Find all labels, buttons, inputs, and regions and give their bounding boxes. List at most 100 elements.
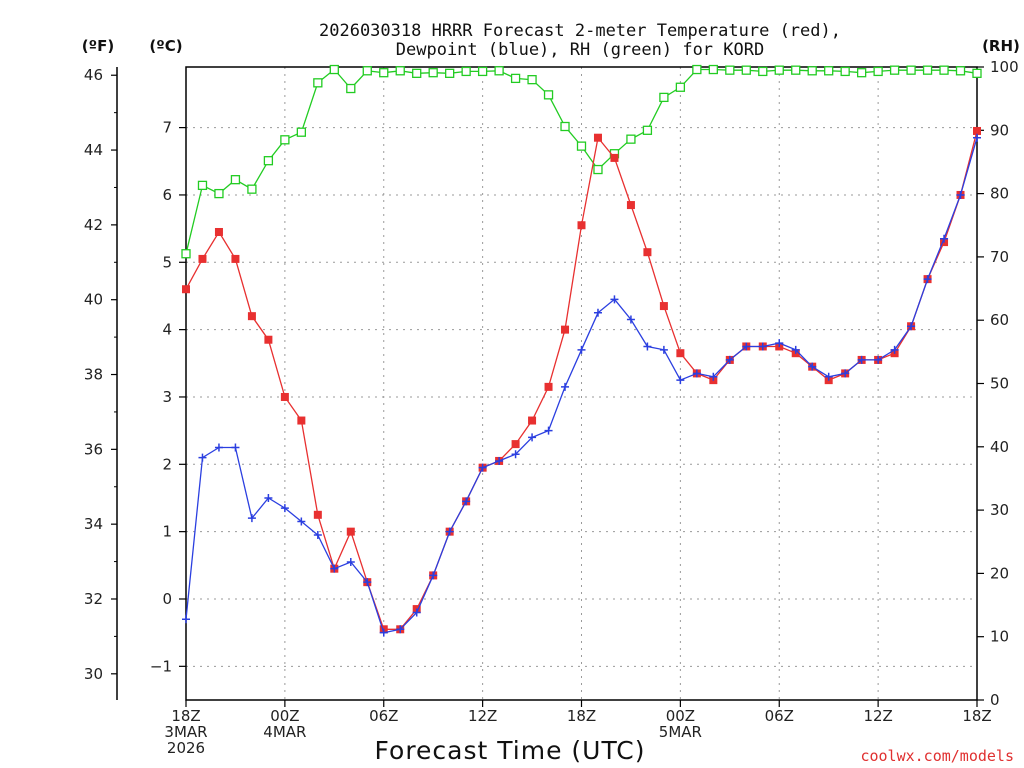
rh-tick-label: 50 [990, 375, 1009, 393]
f-tick-label: 46 [84, 66, 103, 84]
x-tick-label: 4MAR [263, 723, 306, 741]
dewpoint-point [841, 369, 850, 378]
dewpoint-point [495, 456, 504, 465]
tick-labels: 303234363840424446−101234567010203040506… [84, 58, 1019, 757]
rh-point [280, 135, 290, 145]
f-tick-label: 42 [84, 216, 103, 234]
credit-link[interactable]: coolwx.com/models [860, 747, 1014, 765]
dewpoint-series [182, 133, 981, 637]
temperature-point [511, 440, 520, 449]
dewpoint-point [742, 342, 751, 351]
dewpoint-point [247, 514, 256, 523]
dewpoint-point [890, 345, 899, 354]
temperature-point [676, 349, 685, 358]
chart-title-line1: 2026030318 HRRR Forecast 2-meter Tempera… [319, 21, 841, 41]
dewpoint-point [775, 339, 784, 348]
temperature-point [528, 416, 537, 425]
rh-point [873, 66, 883, 77]
dewpoint-point [857, 355, 866, 364]
temperature-point [593, 133, 602, 142]
dewpoint-point [643, 342, 652, 351]
dewpoint-point [907, 322, 916, 331]
rh-point [725, 65, 735, 75]
dewpoint-point [429, 571, 438, 580]
dewpoint-point [182, 615, 190, 624]
rh-point [922, 65, 933, 75]
rh-point [675, 82, 686, 92]
rh-tick-label: 100 [990, 58, 1019, 76]
dewpoint-point [528, 433, 537, 442]
f-tick-label: 30 [84, 665, 103, 683]
rh-tick-label: 90 [990, 121, 1009, 139]
rh-point [856, 68, 867, 78]
temperature-point [561, 325, 570, 334]
x-tick-label: 00Z [270, 707, 299, 725]
dewpoint-point [808, 362, 817, 371]
x-tick-label: 06Z [369, 707, 398, 725]
rh-tick-label: 80 [990, 185, 1009, 203]
x-tick-label: 2026 [167, 739, 205, 757]
rh-point [972, 68, 982, 78]
temperature-point [231, 254, 240, 263]
dewpoint-point [561, 382, 570, 391]
dewpoint-point [198, 453, 207, 462]
x-tick-label: 18Z [567, 707, 596, 725]
x-tick-label: 00Z [666, 707, 695, 725]
dewpoint-point [824, 372, 833, 381]
dewpoint-point [676, 376, 685, 385]
dewpoint-point [577, 345, 586, 354]
temperature-point [544, 382, 553, 391]
rh-point [560, 121, 570, 132]
rh-point [296, 127, 307, 137]
rh-point [329, 64, 339, 75]
dewpoint-point [214, 443, 223, 452]
f-tick-label: 36 [84, 440, 103, 458]
temperature-point [198, 254, 207, 263]
rh-point [576, 141, 587, 151]
rh-axis-unit: (RH) [982, 37, 1020, 55]
dewpoint-point [593, 308, 602, 317]
rh-point [659, 92, 669, 103]
rh-point [247, 184, 257, 194]
temperature-point [182, 285, 190, 294]
rh-tick-label: 20 [990, 564, 1009, 582]
x-tick-label: 3MAR [164, 723, 207, 741]
dewpoint-point [956, 190, 965, 199]
temperature-point [214, 227, 223, 236]
temperature-point [626, 201, 635, 210]
celsius-axis-unit: (ºC) [149, 37, 182, 55]
rh-point [543, 90, 554, 100]
rh-tick-label: 40 [990, 438, 1009, 456]
c-tick-label: −1 [150, 657, 172, 675]
dewpoint-point [264, 493, 273, 502]
dewpoint-point [511, 450, 520, 459]
dewpoint-point [610, 295, 619, 304]
rh-point [807, 66, 817, 76]
f-tick-label: 40 [84, 291, 103, 309]
dewpoint-point [379, 628, 388, 637]
rh-tick-label: 70 [990, 248, 1009, 266]
f-tick-label: 38 [84, 366, 103, 384]
x-tick-label: 12Z [468, 707, 497, 725]
temperature-point [280, 392, 289, 401]
rh-point [395, 66, 405, 76]
dewpoint-point [462, 497, 471, 506]
temperature-point [643, 248, 652, 257]
rh-point [379, 68, 389, 78]
dewpoint-point [280, 504, 289, 513]
temperature-point [973, 126, 981, 135]
rh-point [791, 65, 801, 75]
rh-point [708, 64, 718, 75]
rh-point [774, 65, 784, 75]
rh-point [741, 65, 751, 75]
x-axis-title: Forecast Time (UTC) [375, 736, 646, 765]
temperature-point [264, 335, 273, 344]
dewpoint-point [346, 557, 355, 566]
rh-tick-label: 30 [990, 501, 1009, 519]
temperature-point [659, 302, 668, 311]
gridlines [186, 67, 977, 700]
rh-point [626, 134, 636, 144]
temperature-point [297, 416, 306, 425]
dewpoint-point [692, 369, 701, 378]
